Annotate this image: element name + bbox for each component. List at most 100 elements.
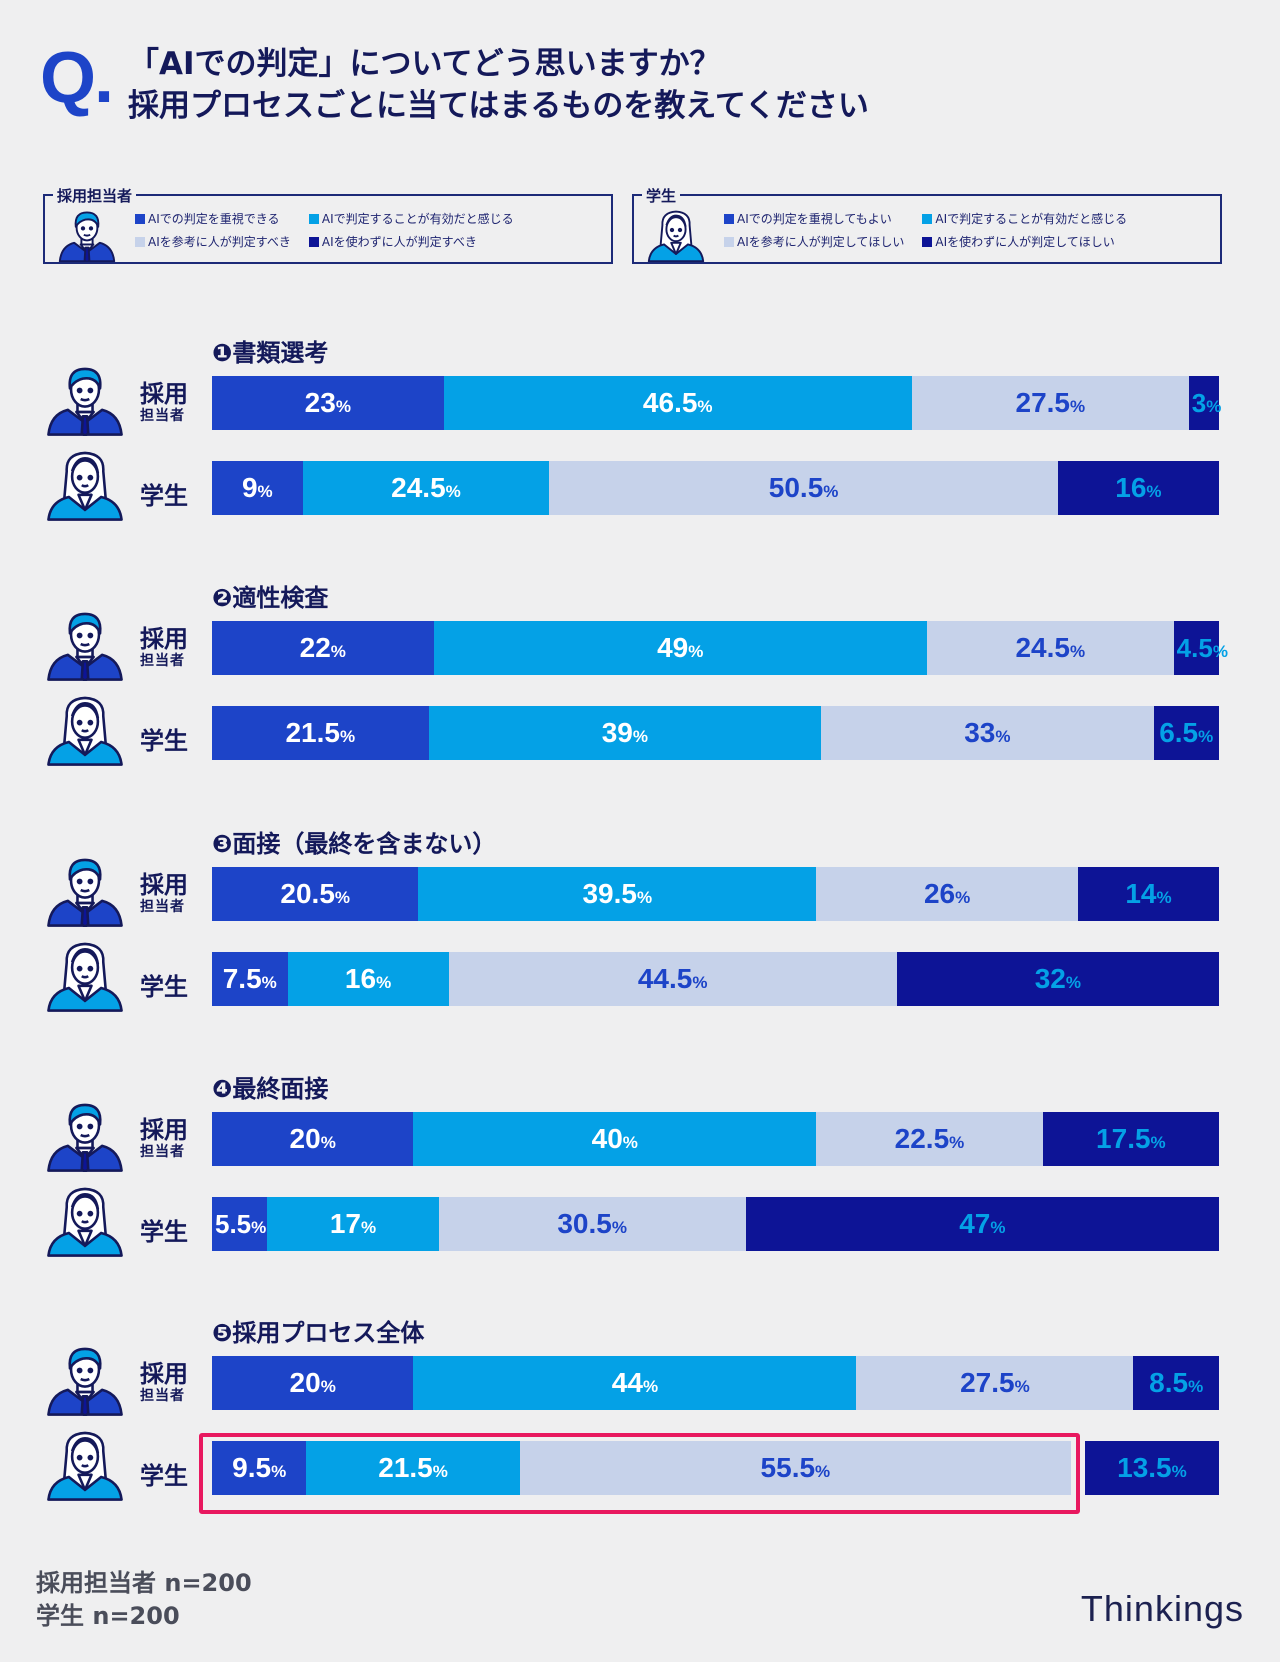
- bar-segment: 44.5%: [448, 952, 897, 1006]
- brand-logo: Thinkings: [1080, 1588, 1244, 1629]
- sample-size-recruiter: 採用担当者 n=200: [36, 1569, 252, 1597]
- data-value: 17: [329, 1208, 361, 1239]
- data-label: 21.5%: [378, 1452, 448, 1484]
- data-unit: %: [1014, 1377, 1030, 1396]
- data-label: 4.5%: [1177, 633, 1228, 664]
- data-value: 5.5: [215, 1208, 252, 1239]
- legend-label: AIを使わずに人が判定してほしい: [935, 235, 1115, 249]
- data-label: 20%: [290, 1367, 336, 1399]
- data-label: 22%: [300, 632, 346, 664]
- recruiter-avatar-icon: [47, 1347, 123, 1416]
- data-label: 17.5%: [1096, 1123, 1166, 1155]
- data-label: 39%: [602, 717, 648, 749]
- data-unit: %: [697, 397, 713, 416]
- stacked-bar: 9.5% 21.5% 55.5% 13.5%: [212, 1441, 1219, 1495]
- stacked-bar: 22% 49% 24.5% 4.5%: [212, 621, 1228, 675]
- data-unit: %: [1065, 973, 1081, 992]
- data-value: 27.5: [1015, 387, 1071, 418]
- data-unit: %: [949, 1133, 965, 1152]
- bar-segment: 14%: [1077, 867, 1219, 921]
- legend-label: AIを使わずに人が判定すべき: [321, 235, 477, 249]
- data-unit: %: [360, 1218, 377, 1237]
- legend-swatch: [724, 213, 734, 224]
- data-label: 32%: [1035, 963, 1081, 995]
- data-unit: %: [1150, 1133, 1166, 1152]
- data-unit: %: [261, 973, 277, 992]
- data-label: 16%: [345, 963, 391, 995]
- data-value: 16: [344, 963, 377, 994]
- data-value: 22: [299, 632, 331, 663]
- legend-label: AIを参考に人が判定すべき: [148, 235, 291, 249]
- data-value: 3: [1191, 387, 1207, 418]
- data-value: 44.5: [637, 963, 693, 994]
- data-value: 46.5: [642, 387, 698, 418]
- stacked-bar: 5.5% 17% 30.5% 47%: [212, 1197, 1219, 1251]
- student-avatar-icon: [47, 696, 123, 766]
- legend-item: AIを参考に人が判定すべき: [135, 233, 291, 250]
- legend-recruiter-title: 採用担当者: [53, 185, 137, 206]
- data-value: 40: [591, 1123, 623, 1154]
- recruiter-avatar-icon: [58, 211, 116, 262]
- stacked-bar: 20.5% 39.5% 26% 14%: [212, 867, 1219, 921]
- data-unit: %: [376, 973, 392, 992]
- bar-segment: 20.5%: [212, 867, 419, 921]
- data-value: 8.5: [1149, 1367, 1189, 1398]
- data-label: 24.5%: [391, 472, 461, 504]
- bar-segment: 17%: [267, 1197, 439, 1251]
- bar-segment: 7.5%: [212, 952, 288, 1006]
- bar-segment: 17.5%: [1042, 1112, 1219, 1166]
- sample-size-student: 学生 n=200: [36, 1602, 180, 1630]
- data-unit: %: [1212, 641, 1228, 661]
- data-label: 23%: [305, 387, 351, 419]
- data-unit: %: [1069, 642, 1086, 661]
- recruiter-avatar-icon: [47, 367, 123, 436]
- bar-segment: 24.5%: [926, 621, 1174, 675]
- data-unit: %: [823, 482, 839, 501]
- data-unit: %: [251, 1217, 267, 1237]
- data-value: 50.5: [768, 472, 824, 503]
- row-label-sub: 担当者: [140, 653, 185, 669]
- highlight-box: [199, 1433, 1080, 1514]
- bar-segment: 16%: [287, 952, 449, 1006]
- data-value: 33: [964, 717, 996, 748]
- legend-student: 学生 AIでの判定を重視してもよい AIで判定することが有効だと感じる AIを参考に…: [632, 185, 1222, 264]
- legend-item: AIで判定することが有効だと感じる: [308, 210, 514, 227]
- stacked-bar: 20% 40% 22.5% 17.5%: [212, 1112, 1219, 1166]
- data-label: 21.5%: [285, 717, 355, 749]
- row-label-main: 採用: [140, 625, 188, 653]
- bar-segment: 8.5%: [1133, 1356, 1219, 1410]
- bar-segment: 33%: [821, 706, 1154, 760]
- bar-segment: 39.5%: [418, 867, 817, 921]
- data-value: 7.5: [222, 963, 262, 994]
- data-label: 8.5%: [1149, 1367, 1203, 1399]
- data-label: 3%: [1192, 388, 1222, 419]
- data-value: 17.5: [1096, 1123, 1151, 1154]
- data-label: 44%: [612, 1367, 658, 1399]
- legend-label: AIで判定することが有効だと感じる: [935, 212, 1128, 226]
- data-value: 24.5: [391, 472, 446, 503]
- data-value: 9: [241, 472, 258, 503]
- data-unit: %: [1171, 1462, 1187, 1481]
- stacked-bar: 20% 44% 27.5% 8.5%: [212, 1356, 1219, 1410]
- stacked-bar: 23% 46.5% 27.5% 3%: [212, 376, 1222, 430]
- data-label: 9%: [242, 472, 273, 504]
- bar-segment: 22.5%: [816, 1112, 1043, 1166]
- data-unit: %: [330, 642, 346, 661]
- data-label: 6.5%: [1159, 717, 1213, 749]
- data-unit: %: [622, 1133, 638, 1152]
- bar-segment: 55.5%: [519, 1441, 1071, 1495]
- data-value: 22.5: [894, 1123, 950, 1154]
- data-value: 20: [289, 1367, 321, 1398]
- data-unit: %: [445, 482, 461, 501]
- question-title-line-1: 「AIでの判定」についてどう思いますか？: [128, 46, 721, 82]
- data-label: 9.5%: [232, 1452, 286, 1484]
- legend-item: AIを参考に人が判定してほしい: [724, 233, 904, 250]
- legend-item: AIで判定することが有効だと感じる: [922, 210, 1127, 227]
- data-value: 20.5: [280, 878, 335, 909]
- data-value: 44: [611, 1367, 643, 1398]
- data-label: 27.5%: [960, 1367, 1030, 1399]
- student-avatar-icon: [47, 942, 123, 1012]
- data-unit: %: [271, 1462, 287, 1481]
- legend-swatch: [308, 236, 319, 247]
- question-title-line-2: 採用プロセスごとに当てはまるものを教えてください: [128, 88, 869, 124]
